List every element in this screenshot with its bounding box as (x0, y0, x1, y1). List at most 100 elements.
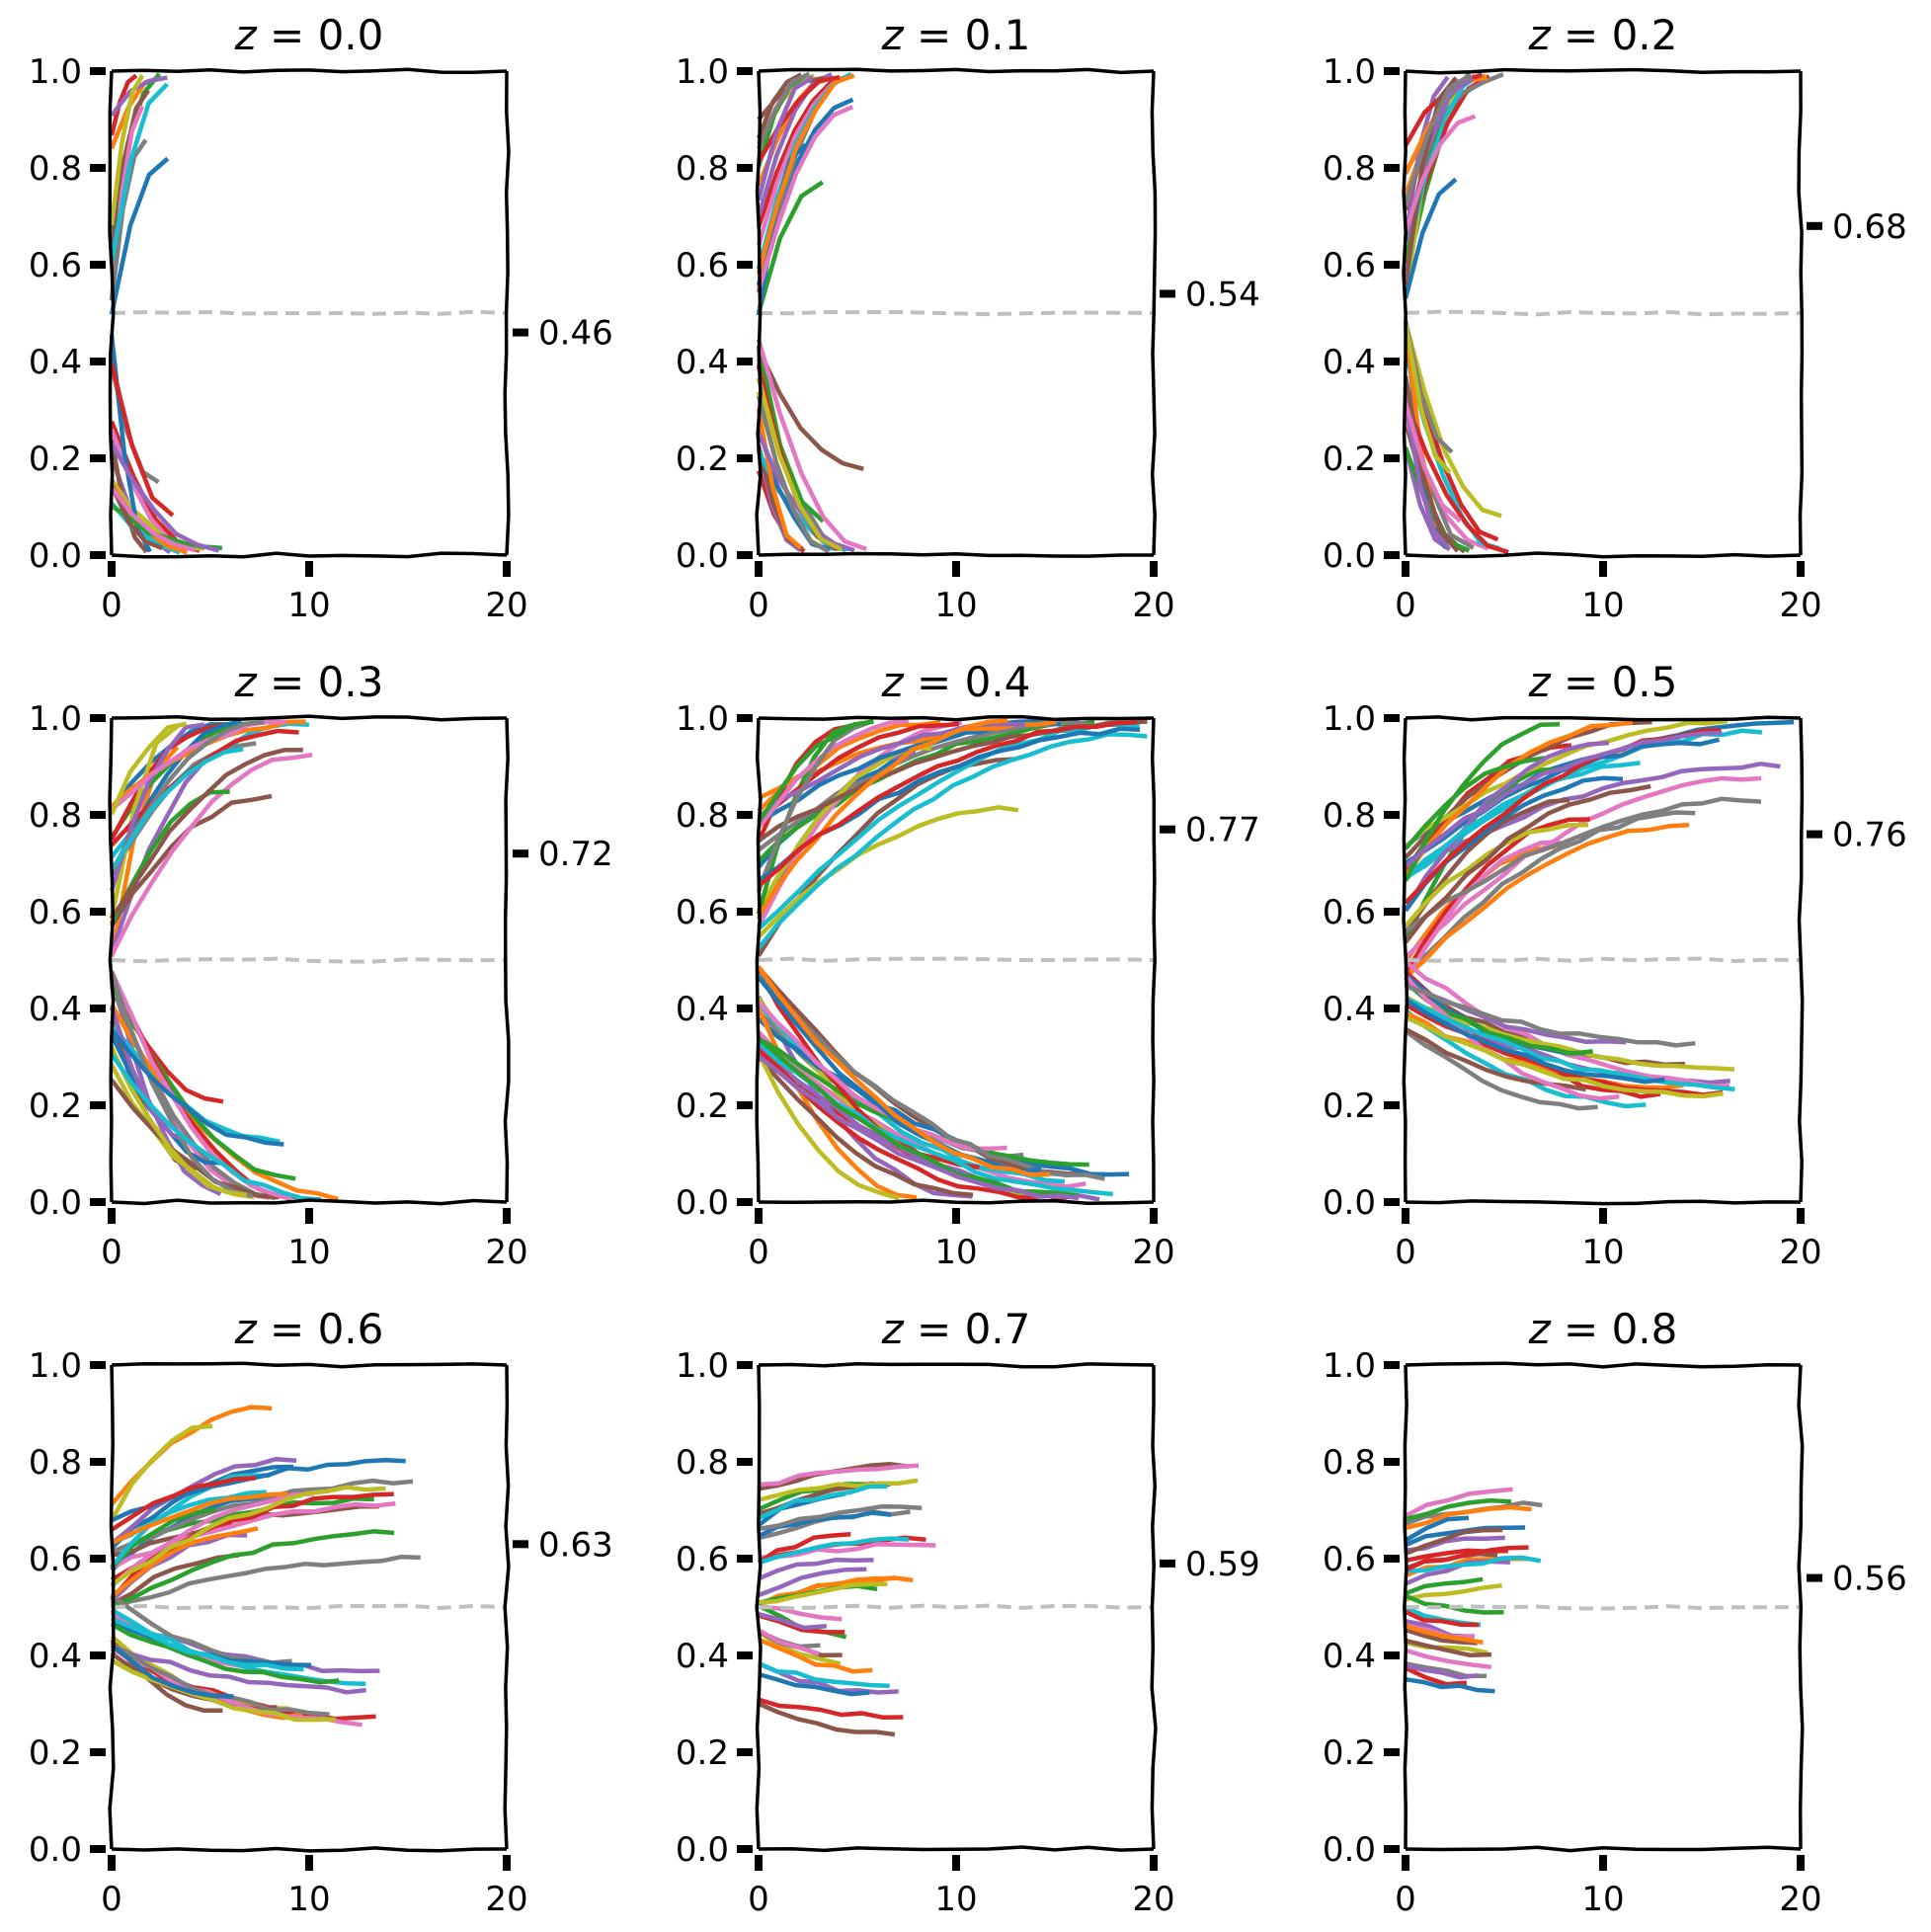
series-line (757, 74, 841, 164)
x-tick-label: 0 (101, 1880, 122, 1919)
y-tick-label: 0.4 (676, 1637, 729, 1676)
series-line (1404, 995, 1735, 1072)
series-line (111, 1491, 288, 1546)
y-tick-label: 0.8 (1323, 1443, 1376, 1483)
series-line (1404, 756, 1546, 850)
series-line (758, 1637, 873, 1674)
axis-top (758, 67, 1155, 75)
axis-top (111, 1361, 508, 1369)
reference-line (1405, 309, 1802, 317)
reference-line (111, 309, 508, 316)
x-tick (1797, 561, 1805, 577)
y-tick (737, 908, 753, 916)
x-tick-label: 20 (1132, 586, 1174, 625)
series-line (1404, 1515, 1470, 1543)
series-line (757, 1628, 821, 1656)
x-tick-label: 10 (287, 1880, 330, 1919)
series-line (109, 971, 254, 1199)
series-line (1404, 783, 1651, 944)
x-tick (755, 1208, 763, 1224)
series-line (1405, 1497, 1512, 1522)
series-line (756, 105, 854, 292)
x-tick (305, 1855, 313, 1871)
y-tick (737, 1198, 753, 1206)
y-tick (90, 1458, 106, 1466)
series-line (758, 1536, 910, 1566)
series-line (757, 1055, 974, 1198)
y-tick (1384, 1005, 1400, 1012)
series-line (1403, 402, 1463, 523)
y-tick (1384, 1361, 1400, 1369)
y-tick-label: 0.0 (1323, 1830, 1376, 1870)
panel-3: z = 0.3 0.0 0.2 0.4 0.6 0.8 1.0 0 10 20 0.72 (29, 658, 613, 1272)
series-line (1404, 998, 1665, 1085)
series-line (757, 1532, 851, 1565)
series-line (110, 1485, 386, 1587)
y-tick-label: 0.4 (676, 990, 729, 1029)
axis-left (108, 1364, 116, 1850)
x-tick-label: 10 (287, 1233, 330, 1272)
series-line (110, 442, 220, 553)
y-tick (1384, 811, 1400, 819)
axis-left (755, 1364, 763, 1850)
y-tick (90, 261, 106, 269)
x-tick (755, 1855, 763, 1871)
series-line (1405, 1663, 1479, 1680)
series-line (756, 1052, 900, 1201)
axis-right (1797, 1364, 1805, 1850)
title-variable: z (1528, 1305, 1552, 1353)
x-tick (1797, 1855, 1805, 1871)
reference-line (758, 309, 1155, 317)
series-line (109, 484, 164, 551)
marker-label: 0.77 (1185, 811, 1260, 850)
y-tick-label: 1.0 (29, 1346, 82, 1386)
x-tick (952, 561, 960, 577)
y-tick (1384, 67, 1400, 75)
x-tick-label: 20 (1779, 586, 1821, 625)
x-tick (1797, 1208, 1805, 1224)
y-tick-label: 1.0 (1323, 1346, 1376, 1386)
series-line (1405, 1555, 1542, 1573)
series-line (757, 732, 1148, 950)
series-line (110, 75, 168, 118)
series-line (1403, 322, 1502, 519)
x-tick (1599, 1855, 1607, 1871)
series-line (110, 747, 244, 872)
title-value: = 0.4 (904, 658, 1031, 706)
y-tick (737, 1651, 753, 1659)
y-tick-label: 0.4 (1323, 990, 1376, 1029)
series-line (109, 1046, 248, 1198)
title-value: = 0.3 (257, 658, 384, 706)
series-line (758, 1567, 867, 1598)
axis-left (755, 70, 763, 556)
series-line (756, 72, 803, 139)
marker-tick (1160, 289, 1175, 298)
y-tick (90, 1845, 106, 1853)
x-tick (503, 1855, 511, 1871)
series-line (109, 74, 145, 226)
y-tick (1384, 358, 1400, 365)
series-line (756, 723, 852, 915)
y-tick-label: 0.8 (676, 149, 729, 189)
series-line (757, 722, 1140, 930)
series-line (110, 1643, 234, 1699)
y-tick (1384, 714, 1400, 722)
y-tick (1384, 454, 1400, 462)
series-line (110, 748, 303, 921)
title-variable: z (234, 658, 258, 706)
y-tick-label: 0.2 (29, 1087, 82, 1126)
series-line (758, 1504, 923, 1532)
title-value: = 0.5 (1551, 658, 1678, 706)
y-tick-label: 0.0 (29, 1830, 82, 1870)
series-line (758, 1463, 920, 1488)
series-line (111, 1642, 366, 1695)
y-tick (737, 1748, 753, 1756)
series-line (757, 719, 874, 824)
y-tick (737, 1005, 753, 1012)
y-tick-label: 0.4 (29, 343, 82, 382)
series-line (1405, 1504, 1532, 1531)
series-line (110, 1052, 321, 1202)
series-line (110, 486, 197, 553)
y-tick-label: 0.8 (676, 1443, 729, 1483)
y-tick-label: 0.6 (1323, 1540, 1376, 1579)
